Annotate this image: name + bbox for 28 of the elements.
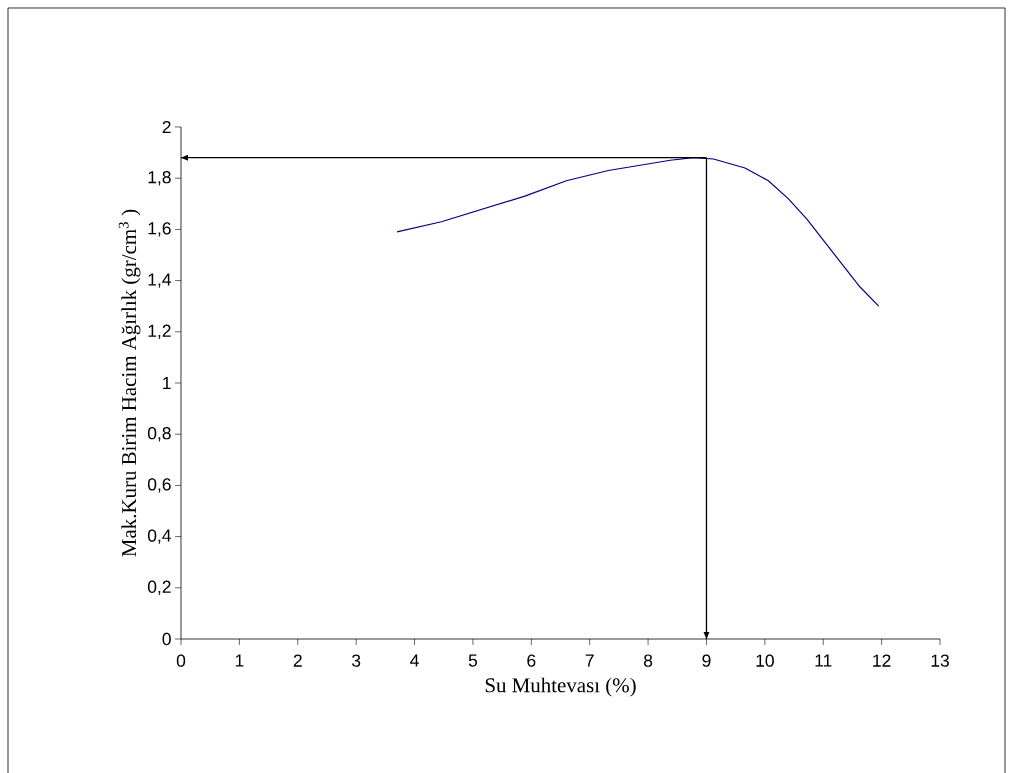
x-tick-label: 5 [468, 654, 478, 667]
y-tick-label: 1,4 [148, 273, 171, 288]
x-tick-label: 9 [702, 654, 711, 667]
x-tick-label: 0 [176, 654, 186, 667]
y-axis-title: Mak.Kuru Birim Hacim Ağırlık (gr/cm$^{3}$ ) [118, 209, 141, 557]
x-tick-label: 10 [756, 654, 774, 667]
x-tick-label: 2 [293, 654, 302, 667]
x-tick-label: 1 [235, 654, 244, 667]
x-tick-label: 6 [527, 654, 536, 667]
x-tick-label: 7 [585, 654, 594, 667]
y-tick-label: 1,8 [148, 170, 171, 186]
y-tick-label: 0 [162, 632, 171, 646]
y-tick-label: 1,2 [148, 324, 171, 339]
x-tick-label: 3 [351, 654, 361, 667]
y-tick-label: 0,6 [147, 478, 171, 493]
x-tick-label: 13 [931, 654, 949, 667]
y-tick-label: 2 [162, 120, 171, 134]
x-tick-label: 12 [873, 654, 891, 667]
y-tick-label: 1 [163, 376, 171, 389]
y-tick-label: 0,8 [147, 427, 171, 442]
line-series [396, 157, 880, 307]
x-tick-label: 4 [410, 654, 419, 667]
x-axis-title: Su Muhtevası (%) [485, 677, 636, 697]
y-tick-label: 0,4 [147, 529, 171, 544]
y-tick-label: 1,6 [148, 222, 171, 237]
y-tick-label: 0,2 [147, 580, 171, 595]
x-tick-label: 11 [815, 654, 832, 667]
x-tick-label: 8 [643, 654, 653, 667]
